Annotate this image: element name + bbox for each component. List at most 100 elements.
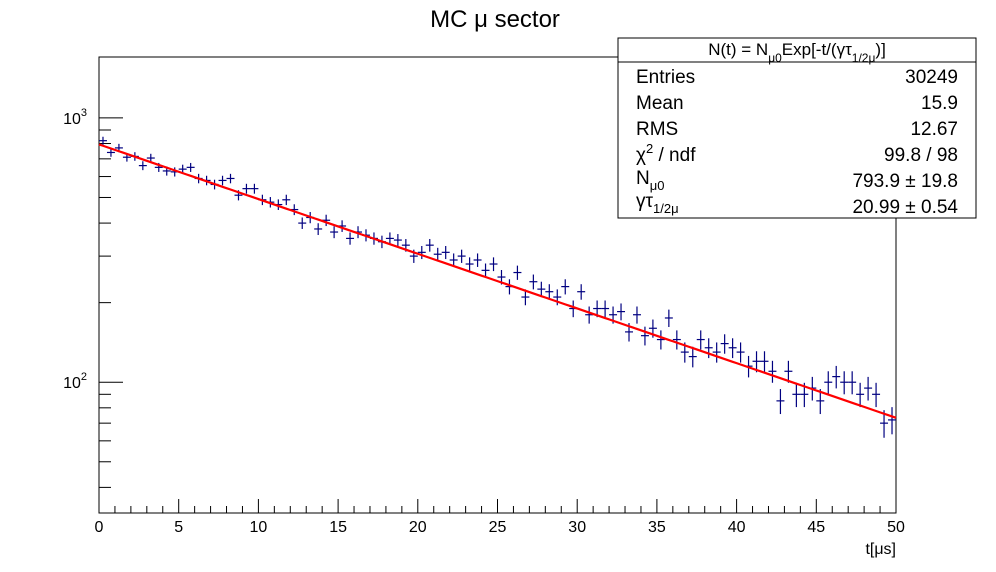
stats-title-part-c: )] bbox=[875, 40, 885, 59]
data-point bbox=[385, 232, 394, 245]
stats-row-mean-value: 15.9 bbox=[921, 93, 958, 114]
data-point bbox=[640, 326, 649, 346]
x-tick-label: 45 bbox=[807, 519, 825, 536]
stats-n0-sub: μ0 bbox=[650, 178, 665, 193]
data-point bbox=[696, 330, 705, 350]
data-point bbox=[720, 334, 729, 354]
data-point bbox=[537, 281, 546, 298]
stats-row-rms-value: 12.67 bbox=[910, 119, 958, 140]
stats-row-tau-label: γτ1/2μ bbox=[636, 191, 679, 216]
data-point bbox=[433, 247, 442, 261]
stats-chi-rest: / ndf bbox=[653, 145, 696, 166]
data-point bbox=[760, 351, 769, 373]
stats-row-n0-label: Nμ0 bbox=[636, 168, 664, 193]
stats-box-title: N(t) = Nμ0Exp[-t/(γτ1/2μ)] bbox=[708, 40, 886, 65]
stats-tau-main: γτ bbox=[636, 191, 654, 212]
x-tick-label: 30 bbox=[568, 519, 586, 536]
data-point bbox=[322, 214, 331, 227]
stats-title-sub-b: 1/2μ bbox=[852, 51, 876, 65]
x-tick-label: 50 bbox=[887, 519, 905, 536]
data-point bbox=[728, 338, 737, 359]
data-point bbox=[601, 300, 610, 318]
data-point bbox=[577, 284, 586, 300]
data-point bbox=[888, 407, 896, 435]
x-tick-label: 0 bbox=[95, 519, 104, 536]
data-point bbox=[656, 330, 665, 350]
stats-chi-symbol: χ bbox=[636, 145, 646, 166]
x-tick-label: 35 bbox=[648, 519, 666, 536]
stats-row-entries-label: Entries bbox=[636, 67, 695, 88]
data-point bbox=[314, 223, 323, 236]
data-point bbox=[457, 249, 466, 263]
data-point bbox=[186, 162, 195, 172]
data-point bbox=[481, 263, 490, 278]
data-point bbox=[856, 382, 865, 408]
data-point bbox=[449, 253, 458, 267]
stats-box-frame bbox=[617, 37, 977, 219]
data-point bbox=[473, 253, 482, 267]
data-point bbox=[832, 365, 841, 389]
chart-title: MC μ sector bbox=[430, 6, 560, 33]
stats-row-chi2-value: 99.8 / 98 bbox=[884, 145, 958, 166]
stats-title-part-b: Exp[-t/(γτ bbox=[782, 40, 852, 59]
data-point bbox=[784, 360, 793, 383]
data-point bbox=[672, 330, 681, 350]
data-point bbox=[513, 265, 522, 280]
data-point bbox=[768, 360, 777, 383]
data-point bbox=[250, 183, 259, 194]
x-tick-label: 20 bbox=[409, 519, 427, 536]
fit-curve bbox=[98, 143, 897, 419]
stats-row-mean-label: Mean bbox=[636, 93, 684, 114]
data-point bbox=[561, 279, 570, 295]
data-point bbox=[617, 303, 626, 321]
data-point bbox=[824, 371, 833, 395]
data-point bbox=[521, 289, 530, 306]
x-tick-label: 25 bbox=[489, 519, 507, 536]
x-tick-label: 10 bbox=[250, 519, 268, 536]
data-point bbox=[752, 351, 761, 373]
data-point bbox=[99, 136, 107, 145]
y-tick-label: 103 bbox=[63, 107, 87, 128]
data-point bbox=[146, 153, 155, 163]
stats-title-part-a: N(t) = N bbox=[708, 40, 768, 59]
data-point bbox=[242, 183, 251, 194]
data-point bbox=[688, 346, 697, 368]
data-point bbox=[545, 284, 554, 300]
x-axis-label: t[μs] bbox=[865, 541, 896, 558]
data-point bbox=[848, 371, 857, 395]
data-point bbox=[393, 234, 402, 247]
data-point bbox=[425, 239, 434, 252]
data-point bbox=[736, 342, 745, 363]
data-point bbox=[298, 217, 307, 229]
stats-box: N(t) = Nμ0Exp[-t/(γτ1/2μ)] Entries 30249… bbox=[617, 37, 977, 219]
data-point bbox=[489, 257, 498, 272]
stats-row-chi2-label: χ2 / ndf bbox=[636, 141, 696, 166]
stats-row-rms-label: RMS bbox=[636, 119, 678, 140]
data-point bbox=[441, 246, 450, 260]
stats-row-entries-value: 30249 bbox=[905, 67, 958, 88]
data-point bbox=[792, 382, 801, 408]
data-point bbox=[585, 306, 594, 324]
data-point bbox=[417, 246, 426, 260]
data-point bbox=[816, 389, 825, 415]
data-point bbox=[346, 232, 355, 245]
data-point bbox=[712, 342, 721, 363]
data-point bbox=[776, 389, 785, 415]
data-point bbox=[218, 175, 227, 186]
data-point bbox=[106, 148, 115, 157]
y-axis: 102 103 bbox=[63, 107, 123, 488]
stats-row-n0-value: 793.9 ± 19.8 bbox=[852, 171, 958, 192]
x-tick-label: 5 bbox=[174, 519, 183, 536]
stats-title-sub-a: μ0 bbox=[768, 51, 782, 65]
data-point bbox=[529, 274, 538, 290]
data-point bbox=[632, 306, 641, 324]
data-point bbox=[872, 382, 881, 408]
data-point bbox=[704, 338, 713, 359]
stats-n0-main: N bbox=[636, 168, 650, 189]
y-tick-label: 102 bbox=[63, 371, 87, 392]
data-point bbox=[840, 371, 849, 395]
stats-tau-sub: 1/2μ bbox=[653, 201, 679, 216]
x-tick-label: 15 bbox=[329, 519, 347, 536]
stats-row-tau-value: 20.99 ± 0.54 bbox=[852, 197, 958, 218]
